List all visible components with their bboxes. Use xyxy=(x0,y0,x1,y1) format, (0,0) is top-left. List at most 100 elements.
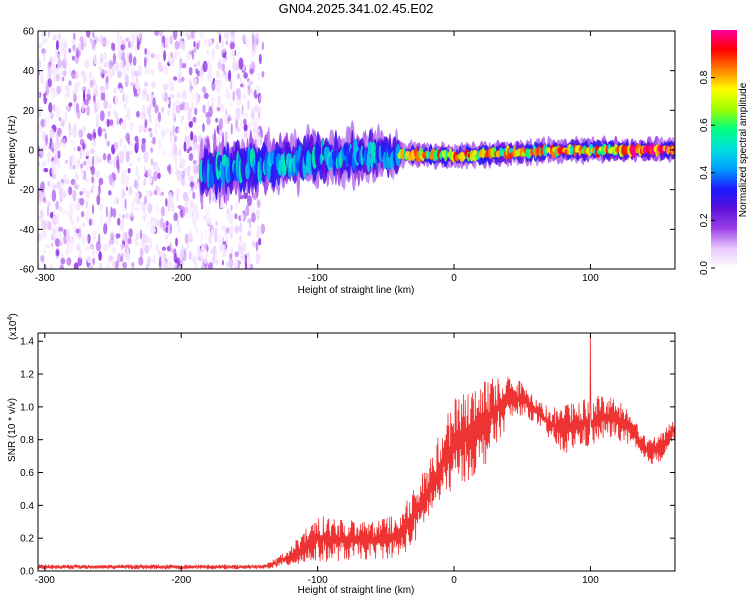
noise-speck xyxy=(59,264,65,269)
noise-speck xyxy=(89,166,94,171)
noise-speck xyxy=(142,96,146,102)
noise-speck xyxy=(59,206,63,213)
noise-speck xyxy=(215,258,218,265)
noise-speck xyxy=(47,114,50,124)
noise-speck xyxy=(156,243,159,252)
noise-speck xyxy=(258,95,263,103)
noise-speck xyxy=(91,204,95,215)
noise-speck xyxy=(115,233,121,239)
noise-speck xyxy=(236,63,240,71)
noise-speck xyxy=(147,236,152,245)
noise-speck xyxy=(136,199,142,206)
noise-speck xyxy=(117,38,120,51)
noise-speck xyxy=(116,198,119,205)
noise-speck xyxy=(103,62,108,68)
noise-speck xyxy=(78,129,84,138)
noise-speck xyxy=(121,205,124,212)
noise-speck xyxy=(60,132,63,143)
noise-speck xyxy=(155,184,159,196)
noise-speck xyxy=(125,37,130,42)
noise-speck xyxy=(70,154,75,166)
noise-speck xyxy=(96,113,99,125)
noise-speck xyxy=(197,93,201,103)
noise-speck xyxy=(68,48,72,53)
noise-speck xyxy=(157,172,161,180)
noise-speck xyxy=(114,260,120,269)
noise-speck xyxy=(257,71,260,81)
noise-speck xyxy=(195,100,199,106)
noise-speck xyxy=(186,200,189,206)
noise-speck xyxy=(190,131,194,141)
noise-speck xyxy=(39,198,42,206)
band-cell xyxy=(366,151,371,173)
noise-speck xyxy=(55,72,61,82)
noise-speck xyxy=(122,231,126,243)
noise-speck xyxy=(68,122,71,132)
noise-speck xyxy=(63,228,67,237)
noise-speck xyxy=(55,238,61,247)
noise-speck xyxy=(103,223,108,235)
noise-speck xyxy=(173,264,176,269)
noise-speck xyxy=(216,107,221,112)
noise-speck xyxy=(161,106,165,114)
noise-speck xyxy=(258,53,262,65)
noise-speck xyxy=(162,146,166,159)
noise-speck xyxy=(174,98,178,107)
noise-speck xyxy=(89,148,95,155)
noise-speck xyxy=(114,61,120,72)
noise-speck xyxy=(70,209,74,218)
noise-speck xyxy=(49,128,55,140)
noise-speck xyxy=(185,124,188,132)
noise-speck xyxy=(51,242,54,248)
noise-speck xyxy=(44,117,48,128)
noise-speck xyxy=(70,139,74,145)
noise-speck xyxy=(130,210,134,218)
noise-speck xyxy=(78,159,81,165)
noise-speck xyxy=(188,185,192,198)
noise-speck xyxy=(144,48,148,55)
noise-speck xyxy=(220,73,226,79)
noise-speck xyxy=(92,128,96,141)
noise-speck xyxy=(85,190,91,199)
noise-speck xyxy=(93,87,96,93)
noise-speck xyxy=(179,103,185,111)
noise-speck xyxy=(239,195,244,200)
spectrogram-y-ticks: 60 40 20 0 -20 -40 -60 xyxy=(20,27,675,276)
x-tick-label: 100 xyxy=(582,273,599,284)
noise-speck xyxy=(207,216,212,226)
x-tick-label: -100 xyxy=(308,575,328,586)
noise-speck xyxy=(169,223,173,234)
noise-speck xyxy=(71,37,77,45)
noise-speck xyxy=(121,193,125,200)
noise-speck xyxy=(138,256,144,266)
noise-speck xyxy=(165,128,169,135)
noise-speck xyxy=(180,77,185,82)
colorbar-label: Normalized spectral amplitude xyxy=(738,82,749,217)
noise-speck xyxy=(251,212,256,223)
noise-speck xyxy=(191,102,195,110)
noise-speck xyxy=(47,157,51,164)
snr-x-ticks: -300 -200 -100 0 100 xyxy=(35,333,599,586)
noise-speck xyxy=(86,31,91,38)
noise-speck xyxy=(66,257,72,266)
noise-speck xyxy=(204,111,210,118)
noise-speck xyxy=(48,102,53,113)
y-tick-label: 1.4 xyxy=(20,337,34,348)
noise-speck xyxy=(229,102,234,107)
noise-speck xyxy=(63,118,67,125)
noise-speck xyxy=(130,82,135,87)
noise-speck xyxy=(211,134,214,141)
noise-speck xyxy=(99,86,104,91)
noise-speck xyxy=(148,127,152,132)
noise-speck xyxy=(239,221,243,234)
noise-speck xyxy=(54,91,58,98)
noise-speck xyxy=(102,153,107,161)
noise-speck xyxy=(39,212,42,219)
noise-speck xyxy=(130,68,136,80)
scale-exponent: 4 xyxy=(7,317,14,321)
noise-speck xyxy=(50,235,54,241)
noise-speck xyxy=(112,52,116,65)
noise-speck xyxy=(125,231,128,243)
noise-speck xyxy=(235,126,241,133)
noise-speck xyxy=(134,44,137,54)
